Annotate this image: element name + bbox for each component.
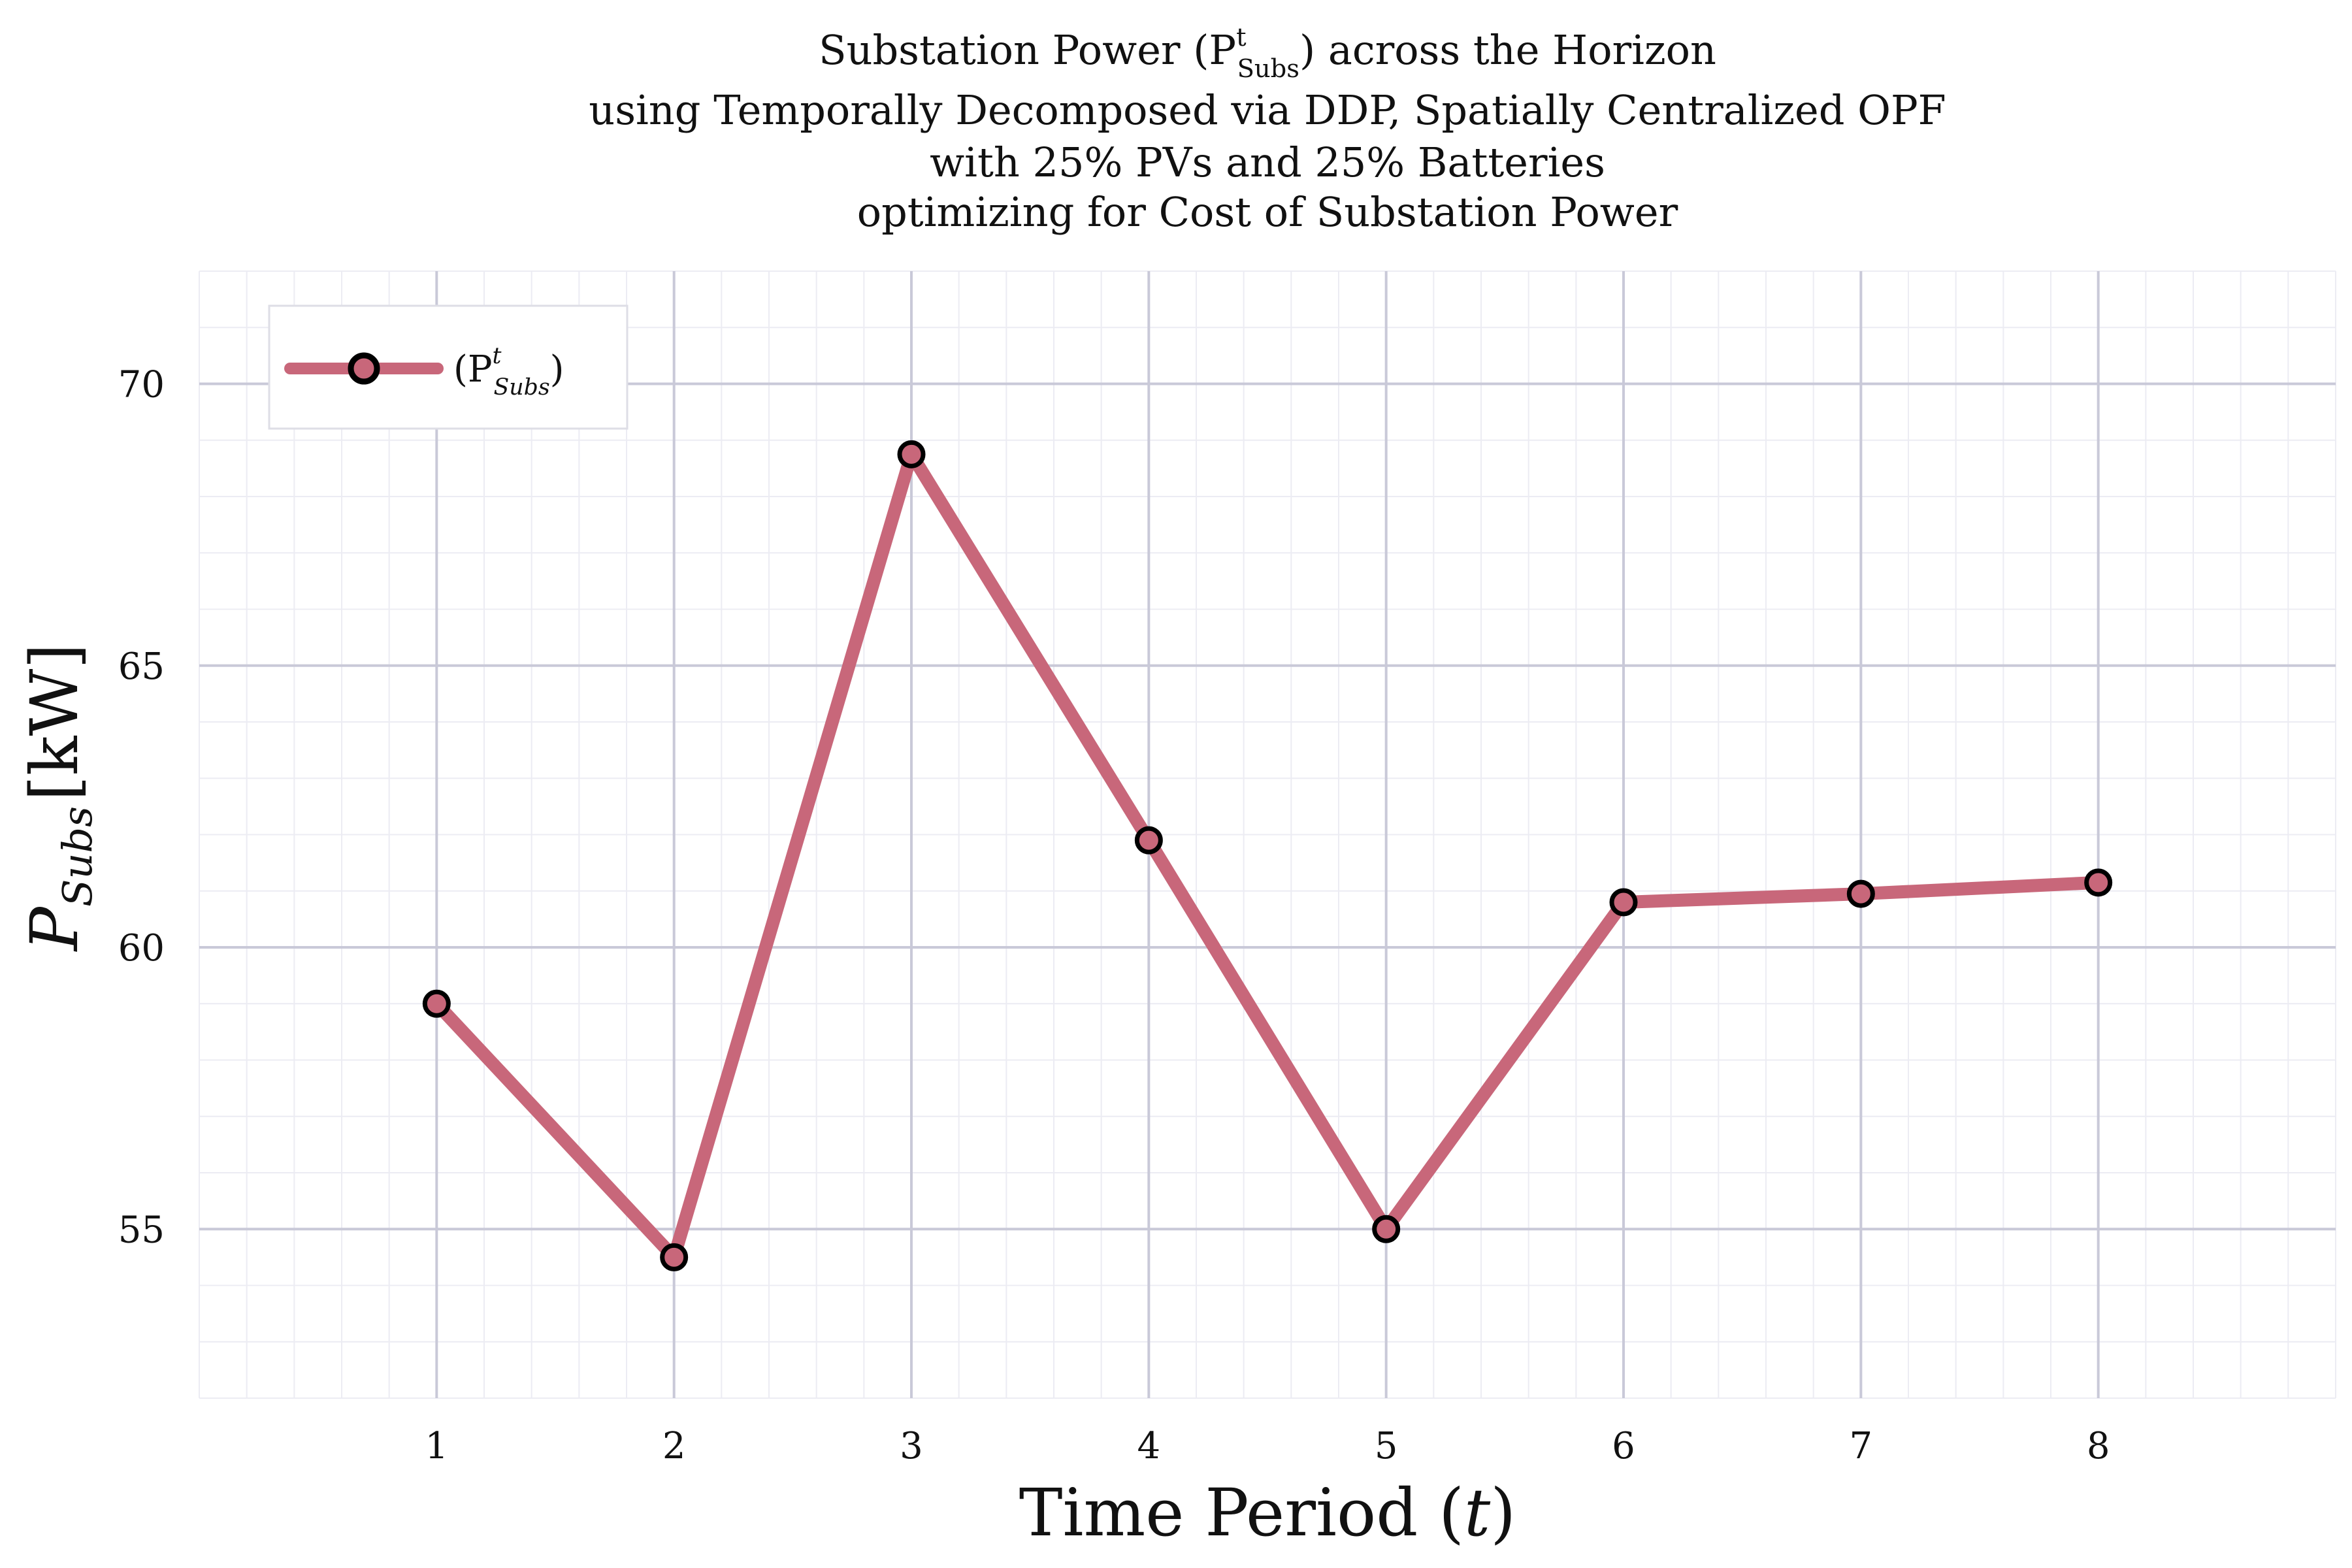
chart-title: Substation Power (Pt Subs) across the Hor…	[589, 23, 1946, 236]
y-tick-label: 70	[118, 364, 165, 406]
y-tick-label: 65	[118, 645, 165, 688]
x-tick-label: 6	[1612, 1425, 1635, 1467]
title-line-1-suffix: ) across the Horizon	[1299, 26, 1716, 74]
title-line-3: with 25% PVs and 25% Batteries	[930, 139, 1605, 186]
data-point	[900, 442, 923, 466]
legend-prefix: (P	[453, 348, 493, 391]
title-line-4: optimizing for Cost of Substation Power	[857, 188, 1678, 236]
y-axis-label-unit: [kW]	[16, 644, 93, 801]
legend-marker	[351, 355, 377, 382]
x-tick-label: 1	[425, 1425, 449, 1467]
title-line-1-sub: Subs	[1237, 54, 1299, 84]
y-axis-label-sub: Subs	[54, 806, 101, 907]
title-line-1-prefix: Substation Power (P	[819, 26, 1236, 74]
x-tick-label: 4	[1137, 1425, 1161, 1467]
y-tick-label: 60	[118, 927, 165, 970]
y-tick-label: 55	[118, 1209, 165, 1251]
series-lines	[436, 454, 2098, 1257]
x-axis-label: Time Period (t)	[1019, 1475, 1516, 1551]
data-point	[1375, 1217, 1398, 1241]
legend-sub: Subs	[493, 374, 549, 400]
x-tick-label: 5	[1375, 1425, 1398, 1467]
x-tick-label: 3	[900, 1425, 923, 1467]
data-point	[425, 992, 448, 1015]
legend-suffix: )	[550, 348, 564, 391]
data-point	[1849, 882, 1872, 906]
x-axis-label-var: t	[1464, 1475, 1491, 1551]
series-points	[425, 442, 2110, 1269]
series-line	[436, 454, 2098, 1257]
x-axis-label-suffix: )	[1490, 1475, 1516, 1551]
data-point	[1612, 890, 1635, 914]
x-axis-label-prefix: Time Period (	[1019, 1475, 1464, 1551]
x-tick-labels: 1 2 3 4 5 6 7 8	[425, 1425, 2110, 1467]
y-tick-labels: 55 60 65 70	[118, 364, 165, 1252]
x-tick-label: 8	[2087, 1425, 2110, 1467]
legend: (Pt Subs)	[269, 306, 627, 429]
title-line-1-sup: t	[1236, 23, 1247, 52]
y-axis-label: PSubs [kW]	[16, 644, 101, 953]
data-point	[2087, 871, 2110, 894]
y-axis-label-var: P	[16, 906, 93, 952]
title-line-1: Substation Power (Pt Subs) across the Hor…	[819, 23, 1716, 84]
data-point	[662, 1245, 686, 1269]
data-point	[1137, 828, 1160, 852]
x-tick-label: 7	[1850, 1425, 1873, 1467]
title-line-2: using Temporally Decomposed via DDP, Spa…	[589, 86, 1946, 134]
legend-sup: t	[493, 343, 502, 369]
x-tick-label: 2	[662, 1425, 686, 1467]
